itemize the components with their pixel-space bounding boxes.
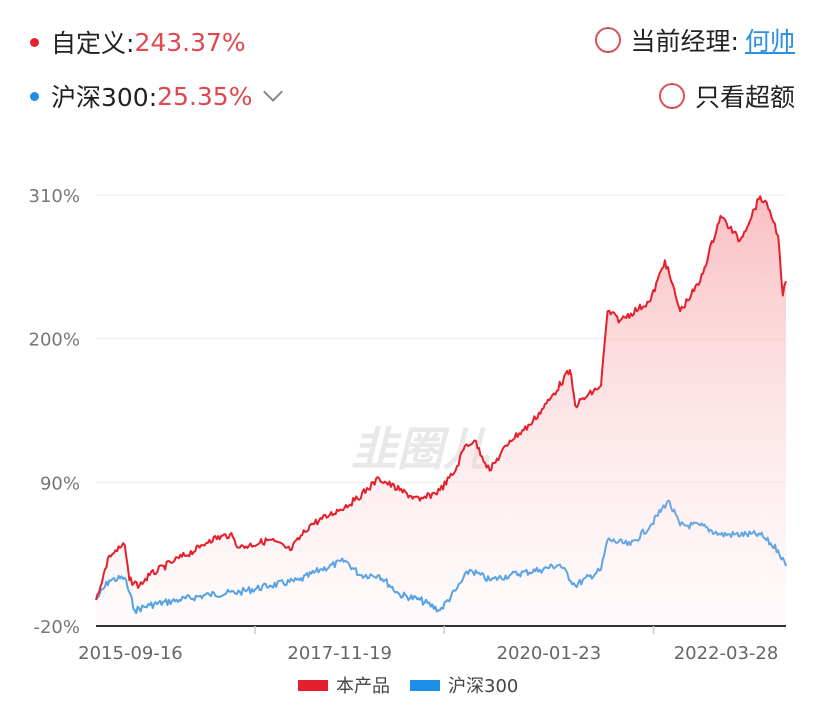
excess-only-toggle[interactable]: 只看超额 xyxy=(658,78,795,114)
x-tick-label: 2022-03-28 xyxy=(674,643,779,664)
y-tick-label: 90% xyxy=(40,473,80,494)
series-line-本产品 xyxy=(95,195,787,601)
custom-value: 243.37% xyxy=(134,27,246,57)
custom-return-row: 自定义: 243.37% xyxy=(30,24,246,60)
radio-circle-icon[interactable] xyxy=(594,27,621,53)
excess-label: 只看超额 xyxy=(694,83,795,112)
y-tick-label: -20% xyxy=(33,617,80,638)
legend-label: 本产品 xyxy=(336,676,390,697)
legend-label: 沪深300 xyxy=(448,676,518,697)
y-tick-label: 310% xyxy=(29,186,80,207)
series-area-本产品 xyxy=(96,196,786,627)
radio-circle-icon[interactable] xyxy=(658,83,685,109)
x-tick-label: 2020-01-23 xyxy=(497,643,602,664)
x-tick-label: 2015-09-16 xyxy=(78,643,183,664)
blue-dot-icon xyxy=(30,91,39,101)
current-manager-toggle[interactable]: 当前经理: 何帅 xyxy=(594,22,795,58)
x-tick-label: 2017-11-19 xyxy=(287,643,392,664)
index-label: 沪深300: xyxy=(51,83,158,112)
manager-link[interactable]: 何帅 xyxy=(744,27,795,56)
custom-label: 自定义: xyxy=(51,29,135,58)
index-value: 25.35% xyxy=(157,81,253,111)
legend-swatch xyxy=(410,680,440,691)
manager-label: 当前经理: xyxy=(630,27,739,56)
red-dot-icon xyxy=(30,37,39,47)
legend: 本产品 沪深300 xyxy=(298,676,518,697)
y-tick-label: 200% xyxy=(29,330,80,351)
index-return-row[interactable]: 沪深300: 25.35% xyxy=(30,78,284,114)
legend-swatch xyxy=(298,680,328,691)
